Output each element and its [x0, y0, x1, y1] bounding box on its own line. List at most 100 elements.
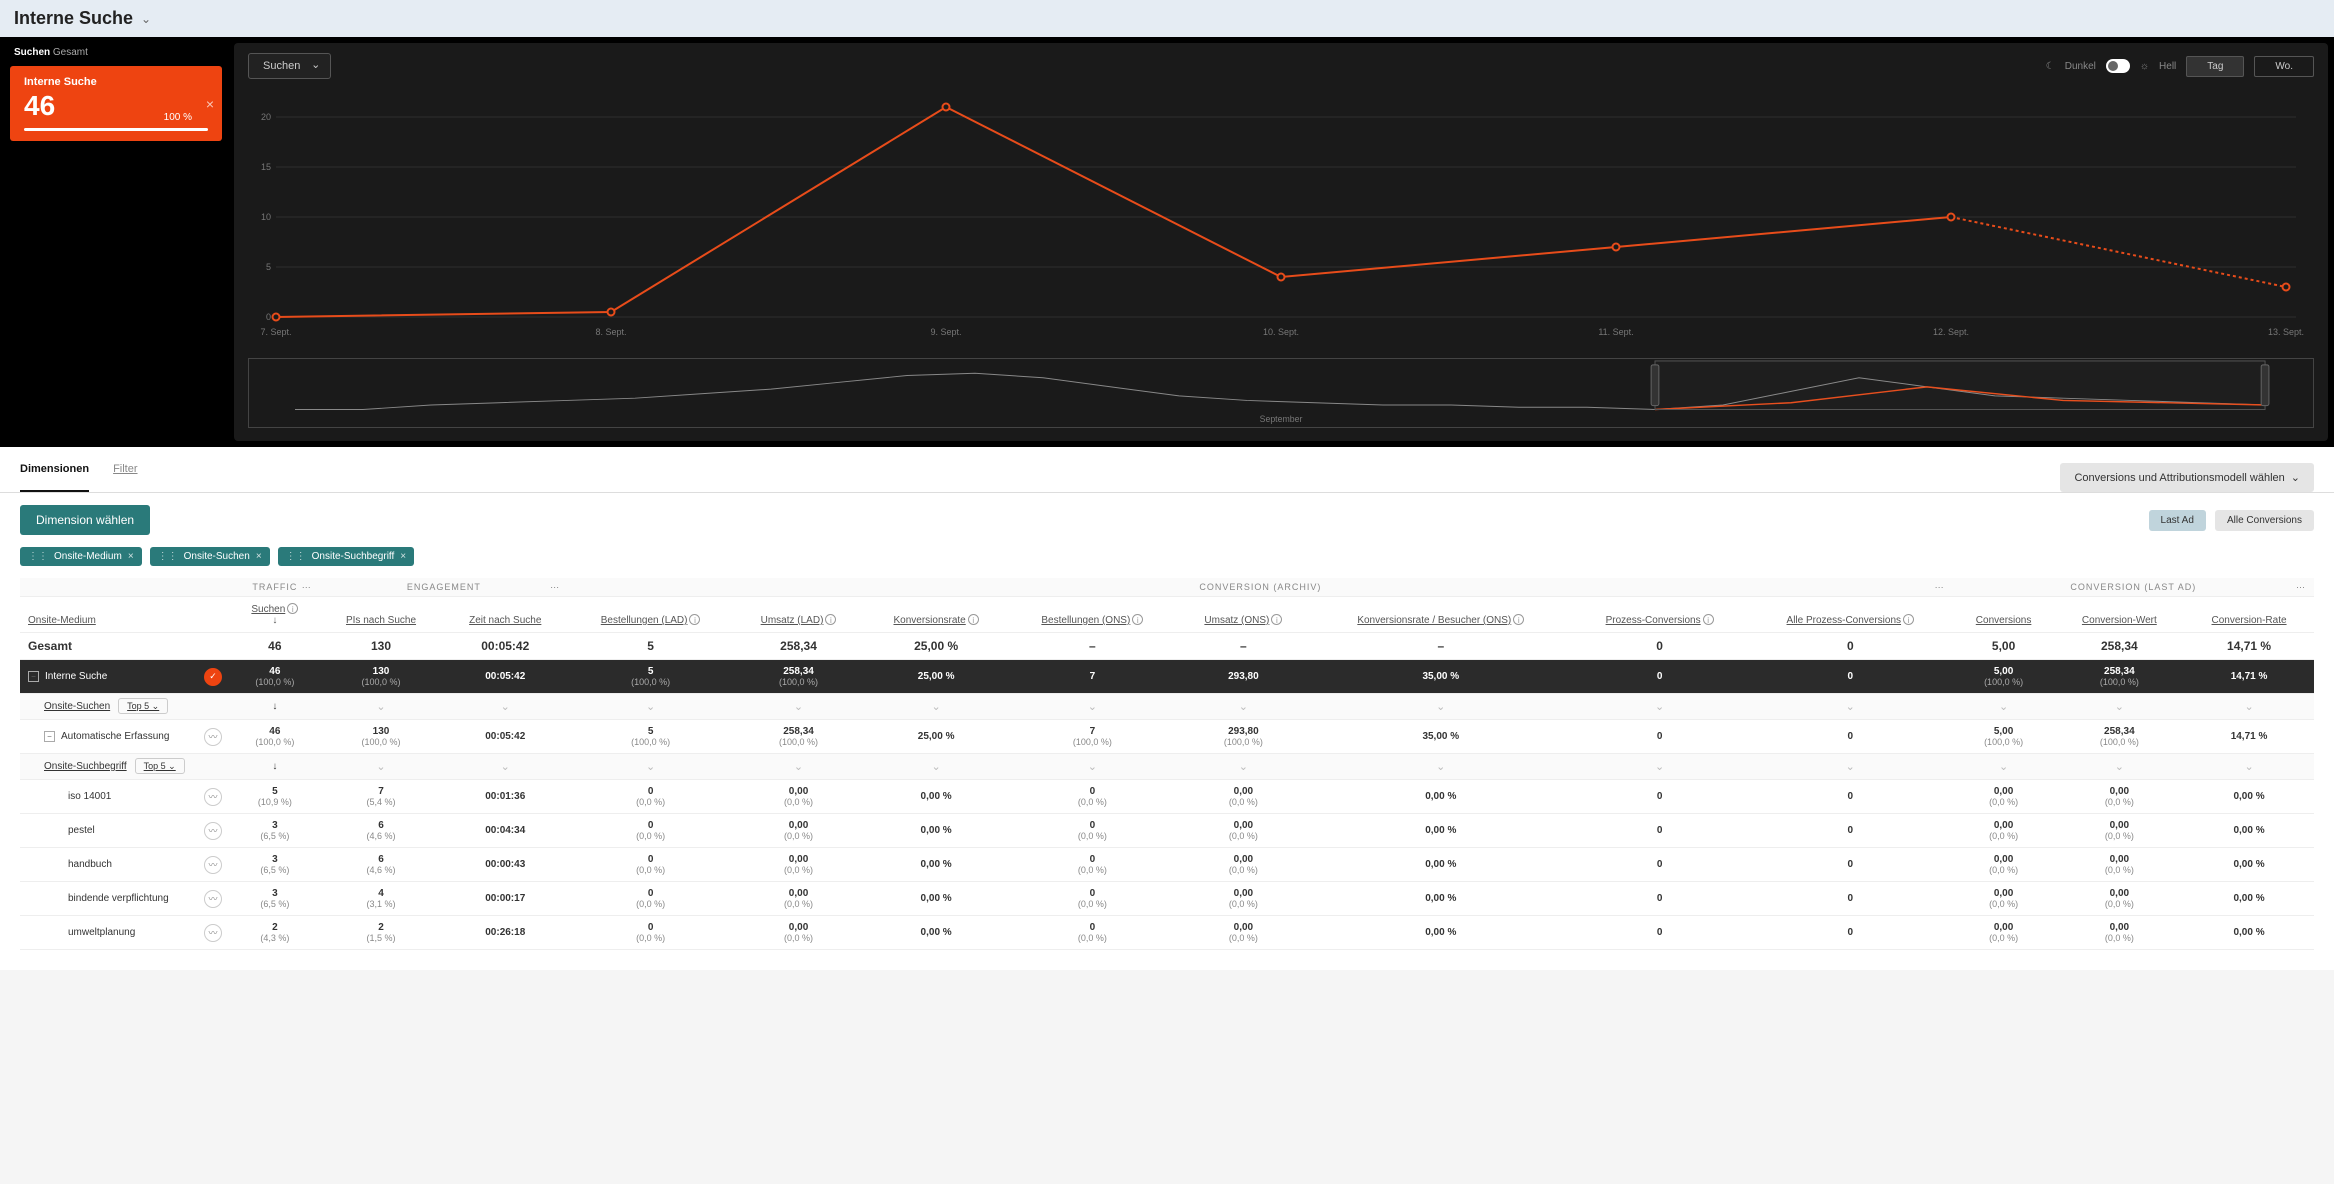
- hdr-suchen[interactable]: Suchen: [251, 604, 285, 615]
- chevron-down-icon[interactable]: ⌄: [932, 761, 941, 773]
- chevron-down-icon[interactable]: ⌄: [2244, 761, 2253, 773]
- chevron-down-icon[interactable]: ⌄: [1436, 701, 1445, 713]
- tab-dimensionen[interactable]: Dimensionen: [20, 463, 89, 492]
- hdr-best-ons[interactable]: Bestellungen (ONS): [1041, 615, 1130, 626]
- chevron-down-icon[interactable]: ⌄: [1655, 761, 1664, 773]
- chip-remove-icon[interactable]: ×: [256, 551, 262, 562]
- chevron-down-icon[interactable]: ⌄: [646, 761, 655, 773]
- data-cell: 0(0,0 %): [568, 882, 733, 916]
- theme-toggle[interactable]: [2106, 59, 2130, 73]
- hdr-onsite-medium[interactable]: Onsite-Medium: [28, 615, 96, 626]
- info-icon[interactable]: i: [1132, 614, 1143, 625]
- hdr-umsatz-ons[interactable]: Umsatz (ONS): [1204, 615, 1269, 626]
- data-cell: 14,71 %: [2184, 633, 2314, 660]
- row-auto-erfassung[interactable]: −Automatische Erfassung〰46(100,0 %)130(1…: [20, 720, 2314, 754]
- dimension-chip[interactable]: ⋮⋮Onsite-Suchbegriff×: [278, 547, 414, 566]
- info-icon[interactable]: i: [968, 614, 979, 625]
- chevron-down-icon[interactable]: ⌄: [932, 701, 941, 713]
- chevron-down-icon[interactable]: ⌄: [1846, 701, 1855, 713]
- hdr-konv[interactable]: Konversionsrate: [893, 615, 965, 626]
- subdim-label[interactable]: Onsite-Suchen: [44, 701, 110, 712]
- last-ad-pill[interactable]: Last Ad: [2149, 510, 2206, 531]
- hdr-prozess[interactable]: Prozess-Conversions: [1606, 615, 1701, 626]
- chevron-down-icon[interactable]: ⌄: [376, 701, 385, 713]
- data-cell: 0(0,0 %): [568, 848, 733, 882]
- chevron-down-icon[interactable]: ⌄: [501, 761, 510, 773]
- collapse-icon[interactable]: −: [28, 671, 39, 682]
- data-cell: 0,00 %: [2184, 780, 2314, 814]
- conversion-model-select[interactable]: Conversions und Attributionsmodell wähle…: [2060, 463, 2314, 492]
- tab-filter[interactable]: Filter: [113, 463, 137, 492]
- info-icon[interactable]: i: [1513, 614, 1524, 625]
- info-icon[interactable]: i: [1271, 614, 1282, 625]
- top5-select[interactable]: Top 5 ⌄: [118, 698, 168, 714]
- row-term[interactable]: handbuch〰3(6,5 %)6(4,6 %)00:00:430(0,0 %…: [20, 848, 2314, 882]
- row-term[interactable]: pestel〰3(6,5 %)6(4,6 %)00:04:340(0,0 %)0…: [20, 814, 2314, 848]
- info-icon[interactable]: i: [287, 603, 298, 614]
- chevron-down-icon[interactable]: ⌄: [1088, 701, 1097, 713]
- chevron-down-icon[interactable]: ⌄: [2115, 761, 2124, 773]
- chevron-down-icon[interactable]: ⌄: [1999, 761, 2008, 773]
- data-cell: 293,80: [1176, 660, 1310, 694]
- chevron-down-icon[interactable]: ⌄: [646, 701, 655, 713]
- top5-select[interactable]: Top 5 ⌄: [135, 758, 185, 774]
- chart-metric-select[interactable]: Suchen: [248, 53, 331, 79]
- row-term[interactable]: bindende verpflichtung〰3(6,5 %)4(3,1 %)0…: [20, 882, 2314, 916]
- chevron-down-icon[interactable]: ⌄: [1655, 701, 1664, 713]
- info-icon[interactable]: i: [689, 614, 700, 625]
- brush-chart[interactable]: September: [248, 358, 2314, 428]
- info-icon[interactable]: i: [1903, 614, 1914, 625]
- hdr-conv-rate[interactable]: Conversion-Rate: [2212, 615, 2287, 626]
- hdr-konv-bes[interactable]: Konversionsrate / Besucher (ONS): [1357, 615, 1511, 626]
- hdr-conversions[interactable]: Conversions: [1976, 615, 2032, 626]
- period-week-button[interactable]: Wo.: [2254, 56, 2314, 77]
- row-interne-suche[interactable]: −Interne Suche✓46(100,0 %)130(100,0 %)00…: [20, 660, 2314, 694]
- chart-toggle-icon[interactable]: 〰: [204, 924, 222, 942]
- chevron-down-icon[interactable]: ⌄: [794, 761, 803, 773]
- row-term[interactable]: iso 14001〰5(10,9 %)7(5,4 %)00:01:360(0,0…: [20, 780, 2314, 814]
- hdr-best-lad[interactable]: Bestellungen (LAD): [601, 615, 688, 626]
- chart-toggle-icon[interactable]: 〰: [204, 856, 222, 874]
- svg-text:7. Sept.: 7. Sept.: [260, 327, 291, 337]
- chevron-down-icon[interactable]: ⌄: [501, 701, 510, 713]
- row-term[interactable]: umweltplanung〰2(4,3 %)2(1,5 %)00:26:180(…: [20, 916, 2314, 950]
- subdim-label[interactable]: Onsite-Suchbegriff: [44, 761, 127, 772]
- chip-remove-icon[interactable]: ×: [128, 551, 134, 562]
- data-cell: 14,71 %: [2184, 660, 2314, 694]
- svg-text:September: September: [1260, 414, 1303, 424]
- chart-toggle-icon[interactable]: 〰: [204, 822, 222, 840]
- chevron-down-icon[interactable]: ⌄: [2244, 701, 2253, 713]
- chart-toggle-icon[interactable]: 〰: [204, 890, 222, 908]
- chevron-down-icon[interactable]: ⌄: [1846, 761, 1855, 773]
- chevron-down-icon[interactable]: ⌄: [376, 761, 385, 773]
- chevron-down-icon[interactable]: ⌄: [794, 701, 803, 713]
- hdr-alle-prozess[interactable]: Alle Prozess-Conversions: [1787, 615, 1902, 626]
- chevron-down-icon[interactable]: ⌄: [1088, 761, 1097, 773]
- period-day-button[interactable]: Tag: [2186, 56, 2244, 77]
- chart-toggle-icon[interactable]: 〰: [204, 728, 222, 746]
- chart-toggle-icon[interactable]: 〰: [204, 788, 222, 806]
- dimension-chip[interactable]: ⋮⋮Onsite-Suchen×: [150, 547, 270, 566]
- chevron-down-icon[interactable]: ⌄: [1239, 761, 1248, 773]
- dimension-select-button[interactable]: Dimension wählen: [20, 505, 150, 535]
- dimension-chip[interactable]: ⋮⋮Onsite-Medium×: [20, 547, 142, 566]
- all-conversions-pill[interactable]: Alle Conversions: [2215, 510, 2314, 531]
- hdr-conv-wert[interactable]: Conversion-Wert: [2082, 615, 2157, 626]
- title-dropdown-icon[interactable]: ⌄: [141, 12, 151, 26]
- chevron-down-icon[interactable]: ⌄: [1239, 701, 1248, 713]
- data-cell: 0: [1748, 916, 1953, 950]
- chevron-down-icon[interactable]: ⌄: [1436, 761, 1445, 773]
- metric-close-icon[interactable]: ×: [206, 96, 214, 112]
- chart-toggle-icon[interactable]: ✓: [204, 668, 222, 686]
- chevron-down-icon[interactable]: ⌄: [1999, 701, 2008, 713]
- metric-card[interactable]: Interne Suche 46 100 % ×: [10, 66, 222, 141]
- info-icon[interactable]: i: [1703, 614, 1714, 625]
- chevron-down-icon[interactable]: ⌄: [2115, 701, 2124, 713]
- hdr-pis[interactable]: PIs nach Suche: [346, 615, 416, 626]
- hdr-zeit[interactable]: Zeit nach Suche: [469, 615, 541, 626]
- hdr-umsatz-lad[interactable]: Umsatz (LAD): [761, 615, 824, 626]
- data-cell: 0,00 %: [1310, 780, 1571, 814]
- chip-remove-icon[interactable]: ×: [400, 551, 406, 562]
- info-icon[interactable]: i: [825, 614, 836, 625]
- collapse-icon[interactable]: −: [44, 731, 55, 742]
